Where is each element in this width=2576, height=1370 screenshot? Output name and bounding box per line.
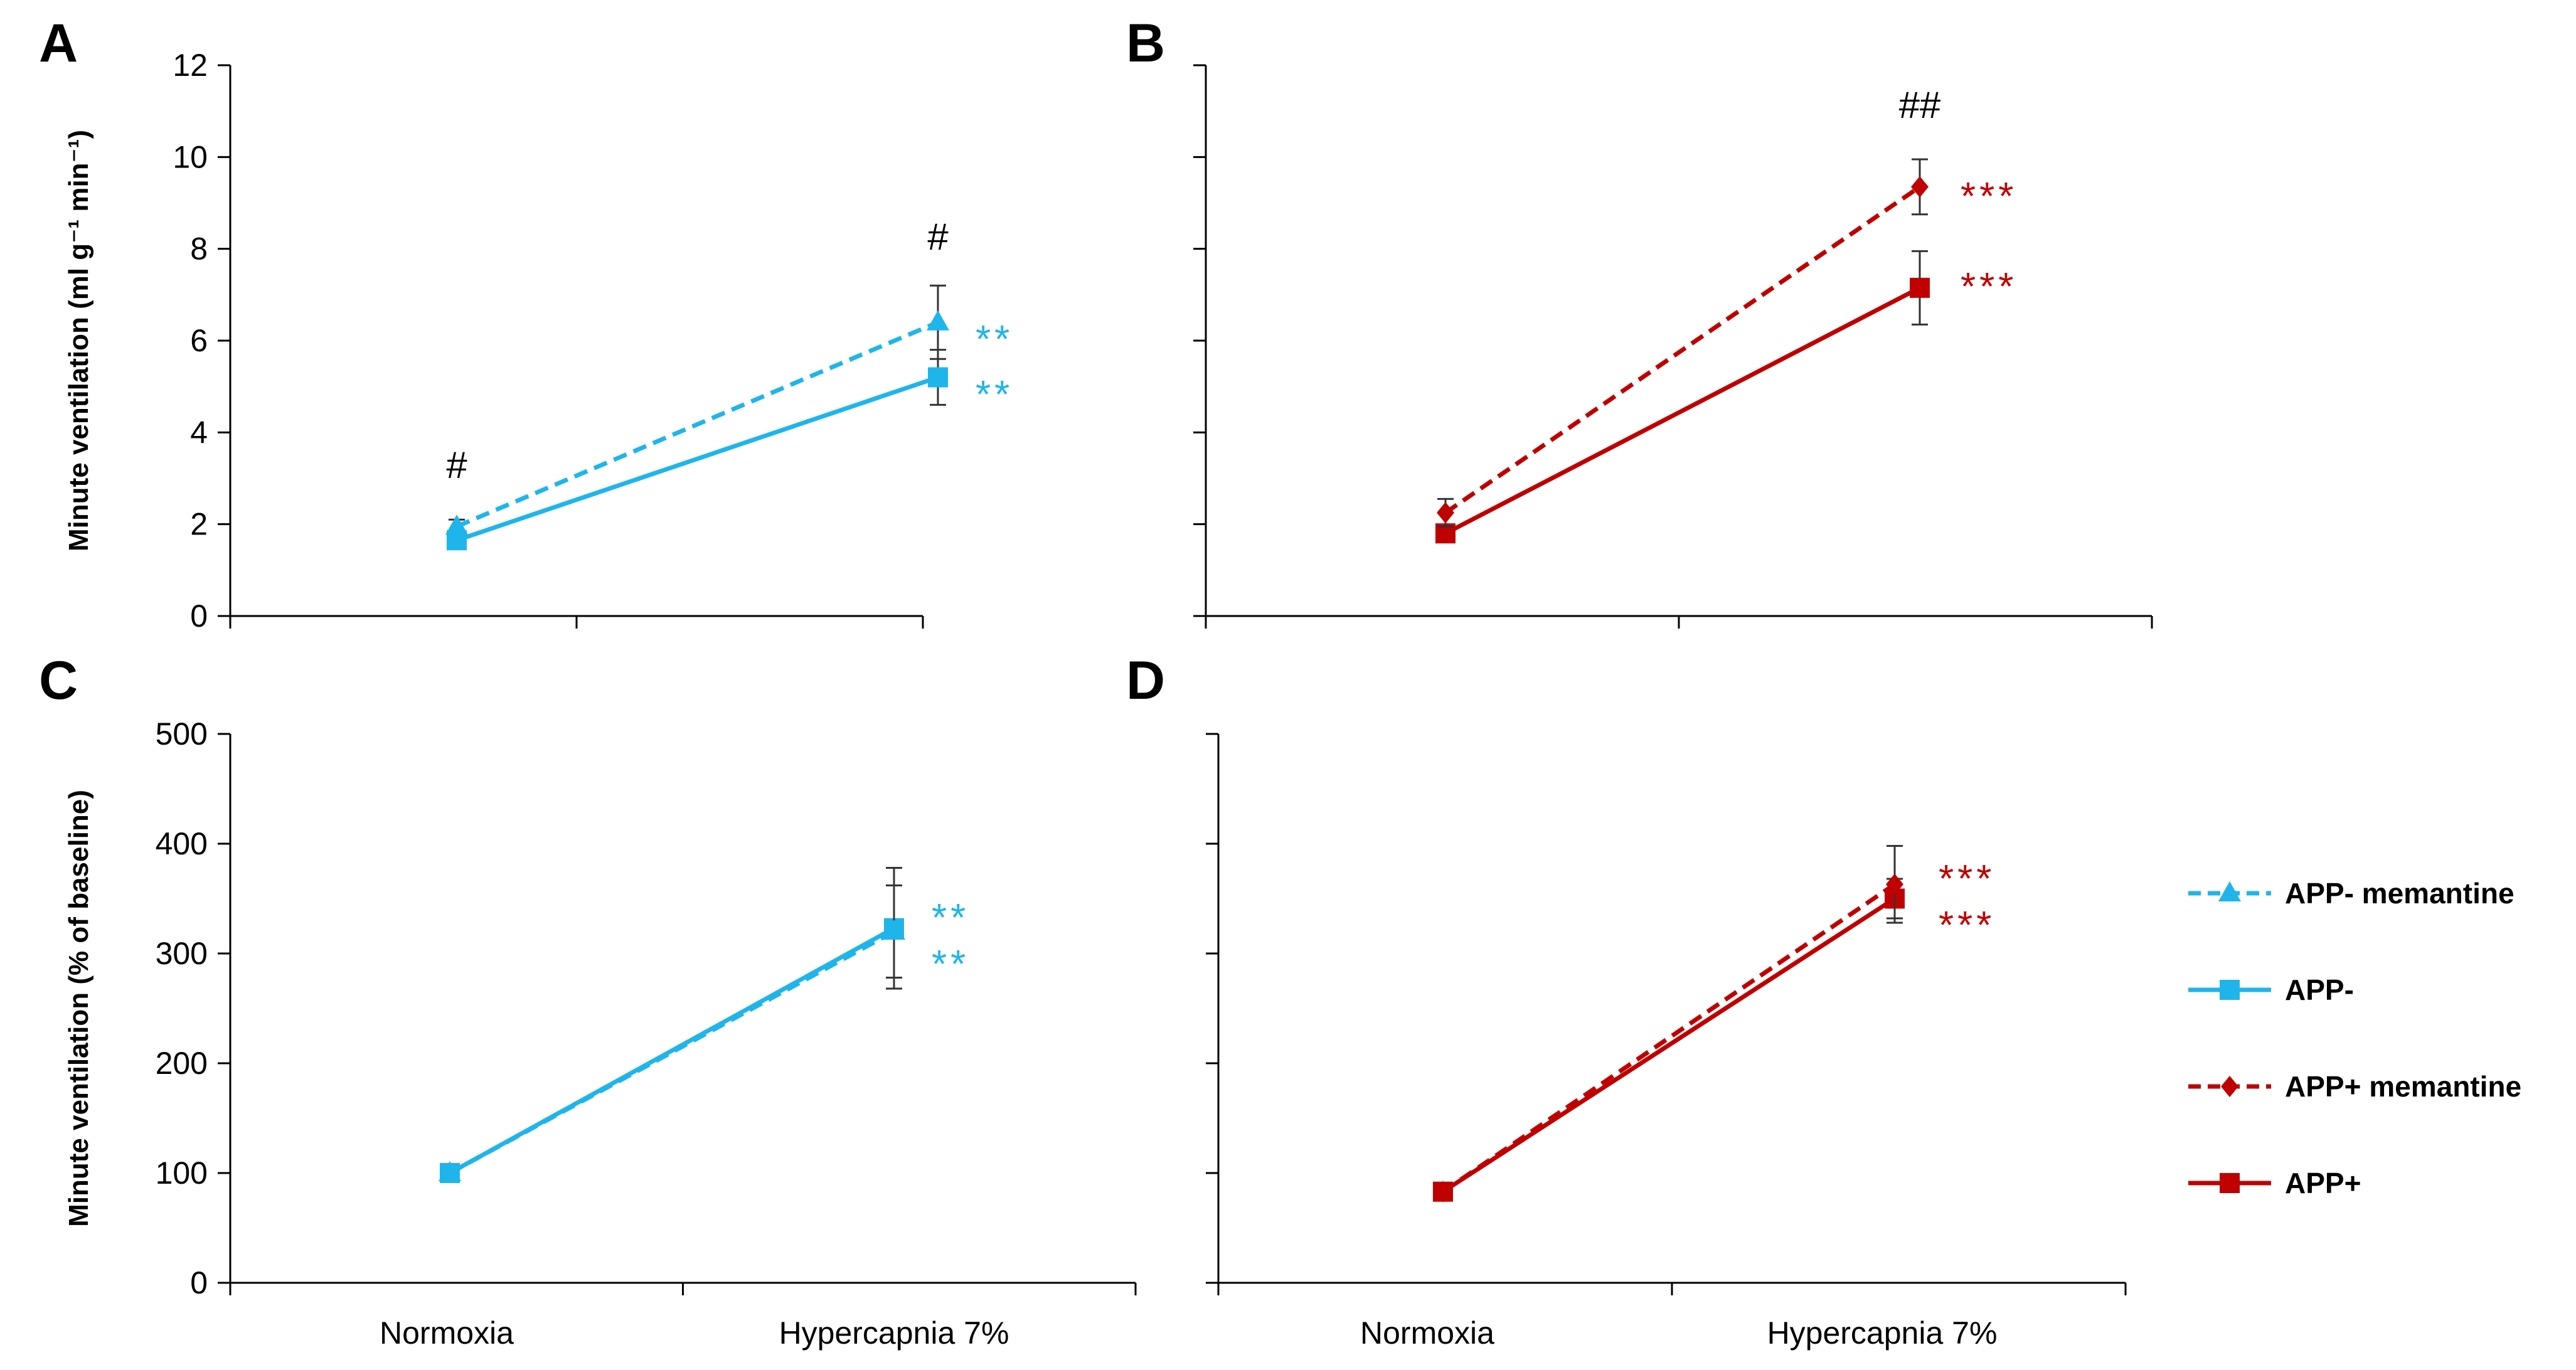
panel-letter: A bbox=[39, 13, 78, 73]
significance-marker: ** bbox=[932, 943, 969, 986]
y-tick-label: 4 bbox=[190, 415, 208, 450]
series-line bbox=[1442, 882, 1896, 1194]
panel-c-chart: 0 100 200 300 400 500 Minute ventilation (% of… bbox=[39, 650, 1137, 1351]
series-app-memantine bbox=[439, 884, 905, 1181]
series-app-memantine bbox=[1437, 158, 1929, 528]
series-app bbox=[440, 867, 904, 1183]
data-point bbox=[1886, 873, 1903, 895]
panel-b-chart: B ## *** *** bbox=[1126, 13, 2153, 629]
significance-marker: ** bbox=[976, 318, 1013, 361]
hash-annotation: ## bbox=[1899, 84, 1941, 126]
y-tick-label: 0 bbox=[190, 1265, 208, 1300]
y-axis-label: Minute ventilation (ml g⁻¹ min⁻¹) bbox=[63, 130, 94, 551]
legend-marker bbox=[2218, 881, 2241, 901]
series-app bbox=[447, 349, 948, 551]
panel-letter: C bbox=[39, 650, 78, 711]
data-point bbox=[1434, 1181, 1452, 1203]
y-tick-label: 100 bbox=[156, 1155, 208, 1191]
x-category-label: Hypercapnia 7% bbox=[1767, 1315, 1998, 1351]
series-line bbox=[455, 320, 939, 529]
significance-marker: *** bbox=[1961, 175, 2017, 218]
panel-a-chart: 0 2 4 6 8 10 12 Minute ventilation (ml g⁻¹ min⁻… bbox=[39, 13, 1013, 634]
x-category-label: Normoxia bbox=[1360, 1315, 1494, 1351]
legend-label: APP- memantine bbox=[2285, 877, 2515, 910]
panel-d-chart: Normoxia Hypercapnia 7% D ****** bbox=[1126, 650, 2127, 1351]
data-point bbox=[445, 514, 468, 535]
significance-marker: *** bbox=[1939, 858, 1995, 901]
significance-marker: ** bbox=[932, 896, 969, 940]
y-tick-label: 400 bbox=[156, 826, 208, 861]
series-line bbox=[1444, 285, 1921, 536]
significance-marker: *** bbox=[1961, 265, 2017, 309]
data-point bbox=[1910, 277, 1930, 298]
series-app-memantine bbox=[445, 284, 949, 535]
y-tick-label: 300 bbox=[156, 936, 208, 971]
hash-annotation: # bbox=[927, 216, 949, 258]
significance-marker: *** bbox=[1939, 904, 1995, 947]
legend-entry-app: APP+ bbox=[2188, 1167, 2361, 1199]
legend-label: APP- bbox=[2285, 974, 2354, 1006]
legend-label: APP+ memantine bbox=[2285, 1070, 2521, 1103]
hash-annotation: # bbox=[446, 444, 467, 486]
series-line bbox=[1444, 185, 1921, 515]
y-tick-label: 8 bbox=[190, 231, 208, 267]
y-tick-label: 2 bbox=[190, 507, 208, 542]
series-app bbox=[1435, 250, 1930, 544]
significance-marker: ** bbox=[976, 373, 1013, 417]
data-point bbox=[883, 920, 905, 940]
x-category-label: Normoxia bbox=[380, 1315, 514, 1351]
series-line bbox=[455, 375, 939, 543]
legend-marker bbox=[2220, 1173, 2240, 1193]
y-tick-label: 12 bbox=[173, 48, 208, 83]
panel-letter: B bbox=[1126, 13, 1165, 73]
data-point bbox=[927, 310, 949, 331]
legend: APP- memantine APP- APP+ memantine APP+ bbox=[2188, 877, 2521, 1199]
legend-entry-app-memantine: APP- memantine bbox=[2188, 877, 2515, 910]
y-tick-label: 6 bbox=[190, 323, 208, 358]
y-tick-label: 0 bbox=[190, 598, 208, 634]
y-tick-label: 200 bbox=[156, 1046, 208, 1081]
legend-marker bbox=[2220, 980, 2240, 1000]
data-point bbox=[1437, 502, 1454, 524]
y-tick-label: 10 bbox=[173, 139, 208, 174]
y-tick-label: 500 bbox=[156, 716, 208, 751]
panel-letter: D bbox=[1126, 650, 1165, 711]
series-line bbox=[1442, 896, 1896, 1194]
legend-label: APP+ bbox=[2285, 1167, 2361, 1199]
series-line bbox=[449, 926, 895, 1176]
series-app-memantine bbox=[1434, 845, 1903, 1203]
data-point bbox=[1911, 176, 1929, 198]
legend-entry-app-memantine: APP+ memantine bbox=[2188, 1070, 2521, 1103]
legend-entry-app: APP- bbox=[2188, 974, 2354, 1006]
legend-marker bbox=[2221, 1076, 2238, 1097]
x-category-label: Hypercapnia 7% bbox=[779, 1315, 1009, 1351]
data-point bbox=[439, 1161, 461, 1181]
y-axis-label: Minute ventilation (% of baseline) bbox=[63, 790, 94, 1227]
data-point bbox=[928, 367, 948, 388]
